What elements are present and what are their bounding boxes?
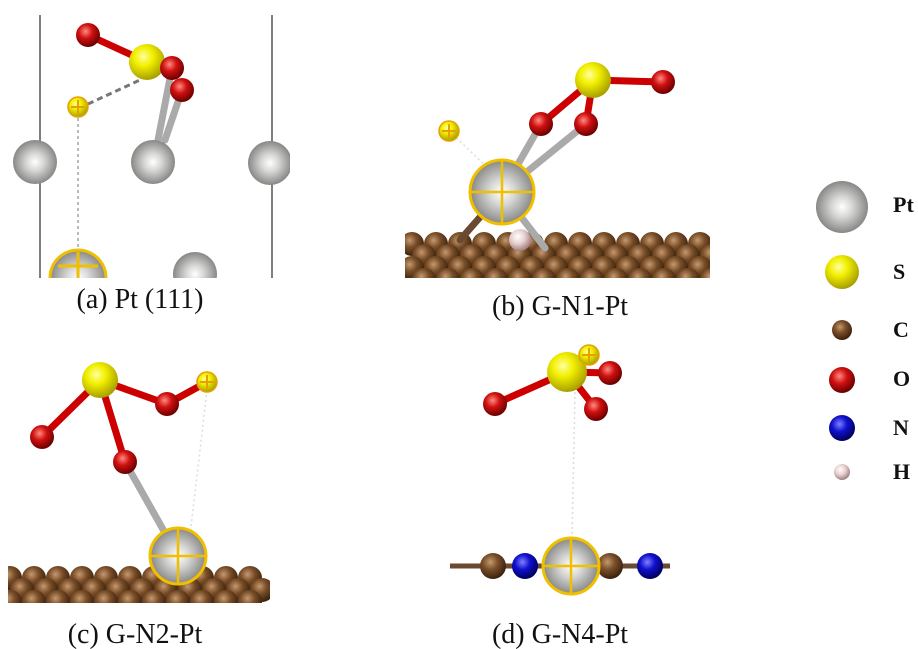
legend-swatch: [825, 255, 859, 289]
c-atom: [460, 268, 484, 292]
legend-swatch: [832, 320, 852, 340]
caption: (c) G-N2-Pt: [68, 619, 203, 649]
s-atom: [575, 62, 611, 98]
o-atom: [160, 56, 184, 80]
h-atom: [509, 229, 531, 251]
caption: (b) G-N1-Pt: [492, 291, 628, 322]
o-atom: [76, 23, 100, 47]
c-atom: [628, 268, 652, 292]
legend-swatch: [834, 464, 850, 480]
h-bond: [88, 80, 140, 104]
pt-atom: [13, 140, 57, 184]
o-atom: [483, 392, 507, 416]
legend-label: C: [893, 317, 909, 342]
s-atom: [129, 44, 165, 80]
o-atom: [113, 450, 137, 474]
o-atom: [651, 70, 675, 94]
n-atom: [512, 553, 538, 579]
panel-b: [400, 62, 724, 292]
c-atom: [46, 590, 70, 614]
o-atom: [30, 425, 54, 449]
c-atom: [700, 268, 724, 292]
legend-label: S: [893, 259, 905, 284]
c-atom: [166, 590, 190, 614]
c-atom: [118, 590, 142, 614]
h-bond: [190, 390, 207, 535]
c-atom: [532, 268, 556, 292]
c-atom: [652, 268, 676, 292]
c-atom: [70, 590, 94, 614]
c-atom: [604, 268, 628, 292]
legend-swatch: [816, 181, 868, 233]
o-atom: [584, 397, 608, 421]
legend-label: H: [893, 459, 910, 484]
legend: Pt S C O N H: [816, 181, 914, 484]
o-atom: [598, 361, 622, 385]
c-atom: [480, 553, 506, 579]
o-atom: [574, 112, 598, 136]
legend-label: Pt: [893, 192, 914, 217]
o-atom: [529, 112, 553, 136]
n-atom: [637, 553, 663, 579]
c-atom: [22, 590, 46, 614]
panel-c: [0, 362, 274, 614]
legend-label: N: [893, 415, 909, 440]
o-atom: [155, 392, 179, 416]
c-atom: [238, 590, 262, 614]
panel-a: [13, 15, 292, 306]
c-atom: [214, 590, 238, 614]
c-atom: [580, 268, 604, 292]
caption: (a) Pt (111): [77, 284, 204, 315]
legend-label: O: [893, 366, 910, 391]
legend-swatch: [829, 415, 855, 441]
h-bond: [572, 392, 575, 540]
panel-d: [450, 345, 670, 594]
figure: (a) Pt (111) (b) G-N1-Pt (c) G-N2-Pt (d)…: [0, 0, 918, 649]
caption: (d) G-N4-Pt: [492, 619, 628, 649]
c-atom: [190, 590, 214, 614]
c-atom: [142, 590, 166, 614]
c-atom: [484, 268, 508, 292]
pt-atom: [131, 140, 175, 184]
c-atom: [556, 268, 580, 292]
legend-swatch: [829, 367, 855, 393]
c-atom: [508, 268, 532, 292]
c-atom: [676, 268, 700, 292]
c-atom: [436, 268, 460, 292]
c-atom: [597, 553, 623, 579]
o-atom: [170, 78, 194, 102]
c-atom: [412, 268, 436, 292]
c-atom: [94, 590, 118, 614]
pt-atom: [248, 141, 292, 185]
s-atom: [82, 362, 118, 398]
